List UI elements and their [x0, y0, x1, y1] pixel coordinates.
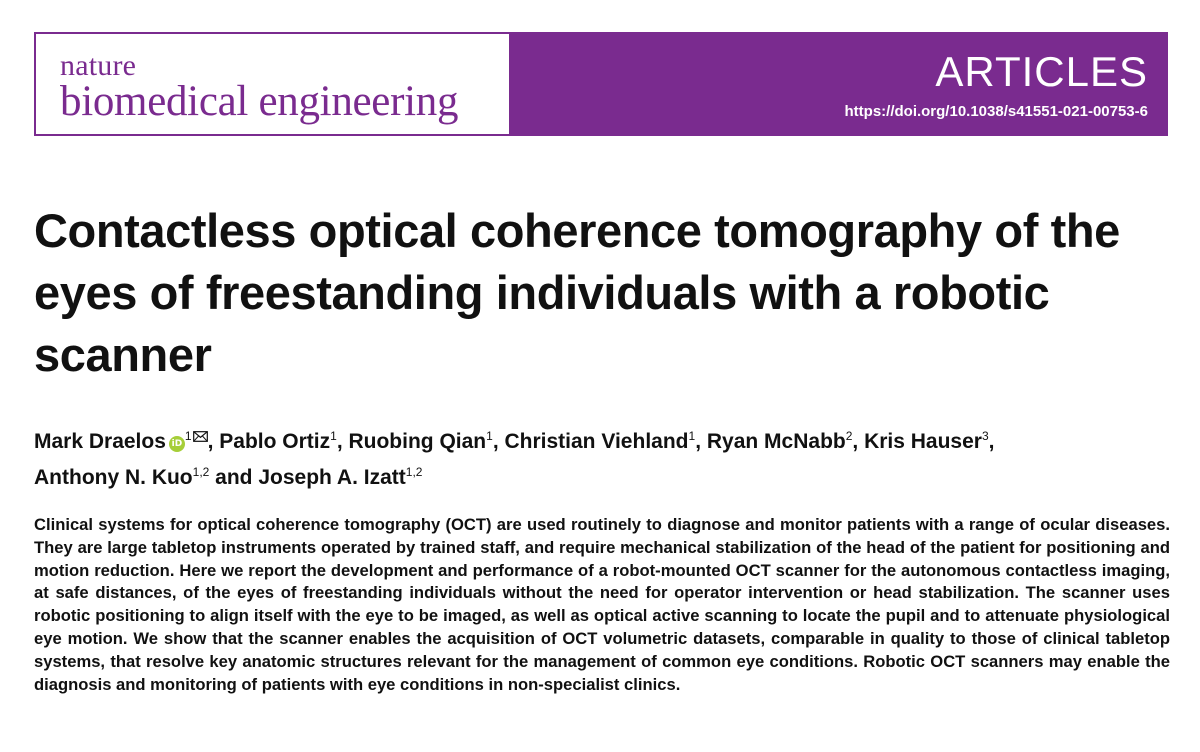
author-name: Christian Viehland [504, 430, 689, 453]
author-affiliation: 1 [486, 429, 493, 443]
orcid-icon[interactable]: iD [168, 436, 185, 452]
journal-name-line2: biomedical engineering [60, 78, 459, 125]
author-4[interactable]: Ryan McNabb2 [707, 430, 853, 453]
author-name: Mark Draelos [34, 430, 166, 453]
author-7[interactable]: Joseph A. Izatt1,2 [258, 466, 422, 489]
author-1[interactable]: Pablo Ortiz1 [219, 430, 337, 453]
author-affiliation: 1,2 [405, 465, 423, 479]
author-name: Pablo Ortiz [219, 430, 331, 453]
journal-name-line1: nature [60, 49, 137, 82]
author-list: Mark Draelos iD1, Pablo Ortiz1, Ruobing Q… [34, 418, 1174, 496]
journal-header: nature biomedical engineering ARTICLES h… [34, 32, 1168, 136]
doi-link[interactable]: https://doi.org/10.1038/s41551-021-00753… [844, 103, 1149, 120]
abstract: Clinical systems for optical coherence t… [34, 515, 1170, 694]
author-separator: , [988, 430, 995, 453]
author-name: Joseph A. Izatt [258, 466, 406, 489]
author-conjunction: and [209, 466, 259, 489]
author-6[interactable]: Anthony N. Kuo1,2 [34, 466, 209, 489]
author-affiliation: 2 [845, 429, 853, 443]
author-separator: , [852, 430, 865, 453]
journal-logo[interactable]: nature biomedical engineering [36, 34, 509, 134]
author-separator: , [336, 430, 349, 453]
author-separator: , [207, 430, 220, 453]
email-icon[interactable] [192, 418, 208, 454]
author-name: Ryan McNabb [706, 430, 846, 453]
author-0[interactable]: Mark Draelos iD1 [34, 430, 208, 453]
article-title: Contactless optical coherence tomography… [34, 204, 1120, 381]
author-affiliation: 1,2 [192, 465, 210, 479]
section-label: ARTICLES [935, 48, 1148, 95]
author-2[interactable]: Ruobing Qian1 [348, 430, 492, 453]
section-banner: ARTICLES https://doi.org/10.1038/s41551-… [509, 34, 1166, 134]
author-name: Anthony N. Kuo [34, 466, 193, 489]
author-name: Ruobing Qian [348, 430, 487, 453]
author-separator: , [695, 430, 707, 453]
author-affiliation: 1 [184, 429, 192, 443]
author-5[interactable]: Kris Hauser3 [864, 430, 989, 453]
author-name: Kris Hauser [864, 430, 982, 453]
author-affiliation: 1 [688, 429, 696, 443]
author-affiliation: 3 [981, 429, 989, 443]
author-separator: , [492, 430, 505, 453]
author-affiliation: 1 [330, 429, 337, 443]
author-3[interactable]: Christian Viehland1 [505, 430, 696, 453]
